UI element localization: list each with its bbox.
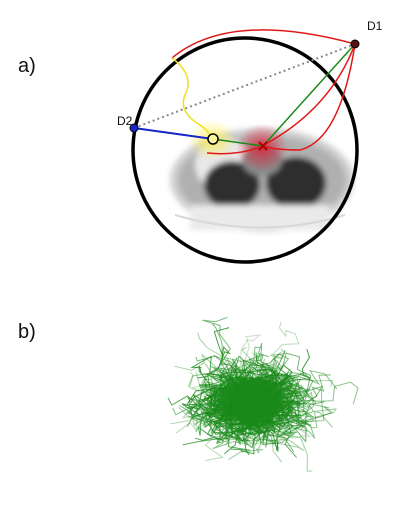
scatter-point: [208, 134, 218, 144]
scatter-path: [172, 30, 355, 58]
figure: a) b) D1 D2: [0, 0, 408, 524]
lor-line: [134, 44, 355, 128]
detector-label: D2: [117, 114, 133, 128]
detector-label: D1: [367, 19, 383, 33]
figure-canvas: a) b) D1 D2: [0, 0, 408, 524]
detector-point: [351, 40, 359, 48]
random-walks: [168, 317, 358, 471]
panel-label: b): [18, 321, 36, 343]
panel-label: a): [18, 55, 36, 77]
